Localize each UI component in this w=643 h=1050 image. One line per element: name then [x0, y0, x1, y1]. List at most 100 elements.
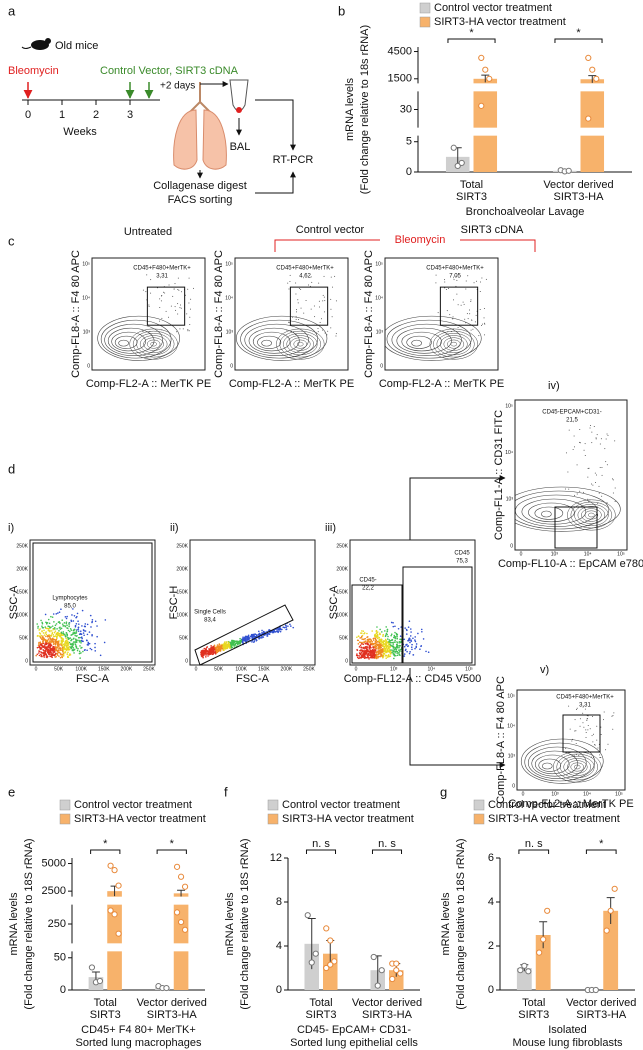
event — [84, 623, 87, 625]
event — [242, 640, 244, 642]
event — [579, 725, 581, 727]
event — [373, 655, 376, 657]
event — [64, 635, 67, 638]
event — [590, 483, 592, 485]
event — [91, 620, 94, 623]
event — [605, 461, 607, 463]
event — [291, 316, 293, 318]
event — [309, 285, 311, 287]
event — [362, 653, 364, 656]
event — [43, 645, 46, 647]
event — [43, 629, 45, 632]
plot-area — [515, 424, 621, 532]
event — [368, 641, 371, 643]
event — [483, 308, 485, 310]
event — [79, 630, 82, 633]
event — [50, 630, 53, 632]
event — [296, 311, 298, 313]
error-bar — [481, 74, 490, 83]
event — [358, 641, 361, 644]
event — [193, 287, 195, 289]
event — [80, 642, 82, 644]
event — [370, 649, 372, 652]
event — [365, 650, 368, 653]
y-tick-label: 100K — [16, 612, 28, 618]
event — [276, 629, 278, 631]
gate-label: Lymphocytes — [52, 596, 87, 602]
event — [592, 715, 594, 717]
event — [385, 626, 387, 628]
event — [50, 635, 53, 637]
y-tick-label: 30 — [400, 103, 412, 115]
event — [235, 642, 238, 645]
event — [405, 633, 408, 635]
event — [50, 641, 52, 644]
event — [60, 627, 63, 630]
event — [600, 438, 602, 440]
event — [59, 622, 61, 624]
event — [222, 646, 224, 648]
event — [394, 651, 396, 654]
event — [41, 630, 43, 632]
event — [215, 646, 217, 649]
event — [67, 642, 70, 644]
event — [357, 635, 360, 637]
event — [77, 636, 80, 639]
data-point — [585, 54, 592, 62]
event — [374, 635, 376, 638]
contour — [396, 327, 452, 354]
event — [77, 630, 80, 632]
event — [481, 324, 483, 326]
event — [205, 650, 208, 653]
event — [437, 312, 439, 314]
y-tick-label: 0 — [512, 783, 515, 789]
event — [389, 644, 392, 646]
event — [244, 640, 247, 643]
event — [45, 635, 47, 638]
legend-label: Control vector treatment — [434, 2, 552, 14]
event — [358, 652, 361, 654]
event — [288, 288, 290, 290]
event — [168, 316, 170, 318]
event — [452, 316, 454, 318]
event — [322, 329, 324, 331]
event — [386, 656, 389, 658]
event — [324, 300, 326, 302]
contour — [588, 512, 595, 518]
event — [73, 628, 75, 631]
event — [56, 646, 59, 648]
event — [377, 644, 380, 647]
event — [575, 754, 577, 756]
data-point — [611, 885, 618, 892]
legend-label: Control vector treatment — [488, 799, 606, 811]
event — [231, 642, 234, 645]
event — [364, 650, 366, 653]
event — [600, 726, 602, 728]
event — [607, 434, 609, 436]
event — [425, 650, 427, 653]
event — [294, 333, 296, 335]
event — [335, 300, 337, 302]
event — [58, 634, 60, 637]
event — [42, 642, 45, 645]
event — [594, 472, 596, 474]
event — [54, 656, 57, 658]
contour — [100, 319, 172, 359]
event — [184, 294, 186, 296]
event — [355, 654, 358, 657]
x-tick-label: 10³ — [551, 551, 559, 557]
event — [389, 639, 392, 642]
event — [227, 645, 230, 648]
x-tick-label: SIRT3-HA — [554, 191, 605, 203]
event — [445, 288, 447, 290]
event — [598, 485, 600, 487]
event — [376, 626, 378, 628]
event — [322, 294, 324, 296]
event — [586, 718, 588, 720]
data-point — [312, 950, 319, 957]
event — [282, 626, 285, 629]
significance-label: * — [103, 838, 108, 850]
caption: CD45- EpCAM+ CD31- — [297, 1024, 411, 1036]
event — [69, 643, 72, 645]
y-tick-label: 200K — [336, 566, 348, 572]
